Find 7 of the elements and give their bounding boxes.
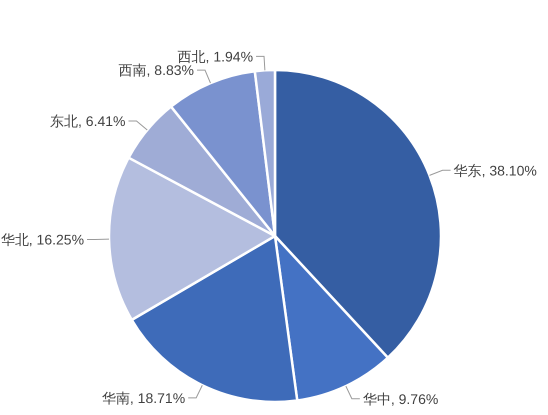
slice-label: 华南, 18.71% <box>102 390 186 406</box>
slice-label: 西南, 8.83% <box>118 62 194 78</box>
slice-label: 东北, 6.41% <box>50 113 126 130</box>
slice-label: 西北, 1.94% <box>178 48 254 64</box>
slice-label: 华东, 38.10% <box>454 162 537 178</box>
slice-label: 华中, 9.76% <box>362 390 438 407</box>
slice-label: 华北, 16.25% <box>0 231 84 248</box>
